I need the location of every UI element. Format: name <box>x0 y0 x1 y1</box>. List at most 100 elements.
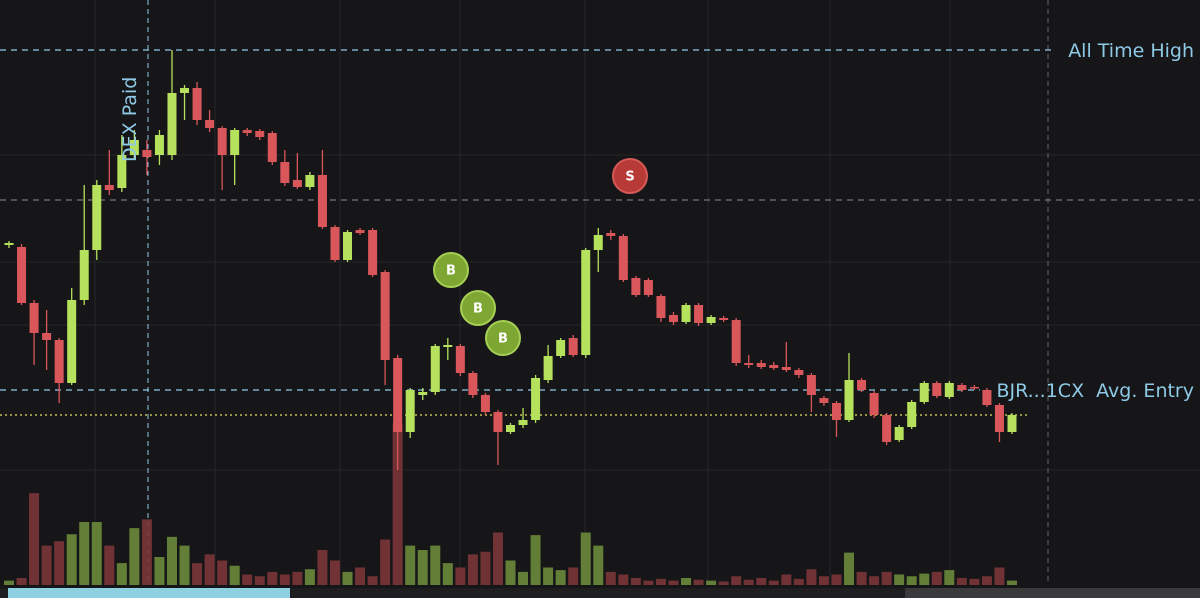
candle-body <box>167 93 177 155</box>
volume-bar <box>166 536 177 585</box>
candle-body <box>794 370 804 375</box>
volume-bar <box>981 576 992 585</box>
volume-bar <box>869 576 880 585</box>
candle-body <box>593 235 603 250</box>
candle-body <box>719 318 729 320</box>
scrollbar-region[interactable] <box>905 588 1200 598</box>
volume-bar <box>129 528 140 585</box>
candle-body <box>744 363 754 365</box>
candle-body <box>756 363 766 367</box>
candle-body <box>518 420 528 425</box>
volume-bar <box>104 545 115 585</box>
volume-bar <box>844 552 855 585</box>
volume-bar <box>79 522 90 585</box>
candle-body <box>982 390 992 405</box>
candle-body <box>29 303 39 333</box>
candle-body <box>393 358 403 432</box>
volume-bar <box>906 576 917 585</box>
volume-bar <box>91 522 102 585</box>
candle-body <box>368 230 378 275</box>
volume-bar <box>29 493 40 585</box>
candle-body <box>79 250 89 300</box>
volume-bar <box>204 554 215 585</box>
candle-body <box>831 403 841 420</box>
volume-bar <box>743 579 754 585</box>
candle-body <box>568 338 578 355</box>
volume-bar <box>4 580 14 585</box>
candle-body <box>706 317 716 323</box>
candle-body <box>443 345 453 347</box>
marker: B <box>433 252 469 288</box>
candle-body <box>731 320 741 363</box>
candle-body <box>919 383 929 402</box>
candle-body <box>117 155 127 188</box>
marker: B <box>460 290 496 326</box>
volume-bar <box>543 567 554 585</box>
candle-body <box>543 356 553 380</box>
candle-body <box>380 272 390 360</box>
volume-bar <box>856 571 867 585</box>
candle-body <box>468 373 478 395</box>
candle-body <box>330 227 340 260</box>
volume-bar <box>16 578 27 585</box>
volume-bar <box>492 532 503 585</box>
event-label: DEX Paid <box>119 77 141 162</box>
candle-body <box>944 383 954 397</box>
candle-body <box>493 412 503 432</box>
volume-bar <box>392 423 403 585</box>
volume-bar <box>442 563 453 585</box>
candle-body <box>957 385 967 390</box>
volume-bar <box>154 557 165 585</box>
volume-bar <box>681 578 692 585</box>
volume-bar <box>518 571 529 585</box>
candle-body <box>969 387 979 389</box>
candle-body <box>230 130 240 155</box>
candle-body <box>506 425 515 432</box>
volume-bar <box>931 571 942 585</box>
volume-bar <box>179 545 190 585</box>
volume-bar <box>329 560 340 585</box>
candle-body <box>430 346 440 392</box>
volume-bar <box>568 567 579 585</box>
candle-body <box>355 230 365 233</box>
candle-body <box>556 340 566 356</box>
candle-body <box>280 162 290 183</box>
marker-label: S <box>625 170 634 185</box>
candle-body <box>668 315 678 322</box>
candle-body <box>681 305 691 322</box>
candle-body <box>142 150 152 157</box>
volume-bar <box>141 519 152 585</box>
volume-bar <box>756 578 767 585</box>
volume-bar <box>731 576 742 585</box>
volume-bar <box>580 532 591 585</box>
volume-bar <box>818 576 829 585</box>
volume-bar <box>944 570 955 585</box>
candle-body <box>405 390 415 432</box>
candle-body <box>857 380 867 390</box>
candle-body <box>455 346 465 373</box>
candle-body <box>606 233 616 236</box>
volume-bar <box>304 569 315 585</box>
volume-bar <box>279 574 290 585</box>
volume-bar <box>66 534 77 585</box>
candle-body <box>305 175 315 187</box>
marker: S <box>612 158 648 194</box>
candle-body <box>618 236 628 280</box>
candle-body <box>154 135 164 155</box>
candle-body <box>631 278 641 295</box>
scrollbar-track[interactable] <box>0 588 1200 598</box>
candle-body <box>806 375 816 395</box>
volume-bar <box>831 574 842 585</box>
volume-bar <box>505 560 516 585</box>
volume-bar <box>355 567 366 585</box>
candle-body <box>480 395 490 412</box>
candle-body <box>656 296 666 318</box>
scrollbar-thumb[interactable] <box>8 588 290 598</box>
volume-bar <box>618 574 629 585</box>
volume-bar <box>630 578 641 585</box>
volume-bar <box>229 565 240 585</box>
candle-body <box>869 393 879 415</box>
volume-bar <box>217 560 228 585</box>
candle-body <box>17 247 27 303</box>
